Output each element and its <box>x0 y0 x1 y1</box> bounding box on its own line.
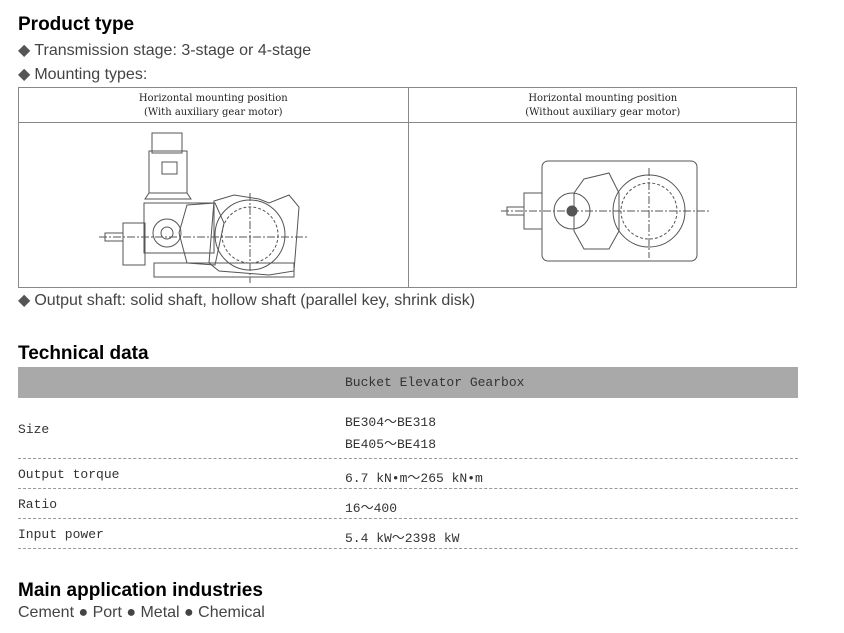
caption-subtitle: (With auxiliary gear motor) <box>143 107 283 118</box>
mounting-table: Horizontal mounting position (With auxili… <box>18 87 797 288</box>
divider <box>18 488 798 489</box>
bullet-transmission: ◆ Transmission stage: 3-stage or 4-stage <box>18 40 311 60</box>
row-label-size: Size <box>18 422 50 437</box>
gearbox-with-motor-drawing <box>99 132 309 283</box>
bullet-output-shaft: ◆ Output shaft: solid shaft, hollow shaft… <box>18 290 475 310</box>
industries-list: Cement ● Port ● Metal ● Chemical <box>18 604 265 621</box>
caption-subtitle: (Without auxiliary gear motor) <box>525 107 681 118</box>
header-product: Bucket Elevator Gearbox <box>345 375 525 390</box>
divider <box>18 518 798 519</box>
caption-title: Horizontal mounting position <box>528 93 678 104</box>
row-label-power: Input power <box>18 527 104 542</box>
bullet-text: Mounting types: <box>34 66 148 83</box>
diamond-icon: ◆ <box>18 292 31 309</box>
row-label-ratio: Ratio <box>18 497 58 512</box>
gearbox-without-motor-drawing <box>500 160 709 262</box>
caption-title: Horizontal mounting position <box>138 93 288 104</box>
mounting-with-motor: Horizontal mounting position (With auxili… <box>19 88 408 287</box>
bullet-mounting: ◆ Mounting types: <box>18 64 147 84</box>
mounting-without-motor: Horizontal mounting position (Without aux… <box>407 88 798 287</box>
torque-value: 6.7 kN•m～265 kN•m <box>345 471 483 486</box>
size-value-2: BE405～BE418 <box>345 437 437 452</box>
power-value: 5.4 kW～2398 kW <box>345 531 460 546</box>
row-label-torque: Output torque <box>18 467 120 482</box>
product-type-title: Product type <box>18 14 135 35</box>
industries-title: Main application industries <box>18 580 263 601</box>
divider <box>18 458 798 459</box>
table-header <box>18 367 798 398</box>
divider <box>18 548 798 549</box>
bullet-text: Output shaft: solid shaft, hollow shaft … <box>34 292 476 309</box>
ratio-value: 16～400 <box>345 501 398 516</box>
diamond-icon: ◆ <box>18 42 31 59</box>
diamond-icon: ◆ <box>18 66 31 83</box>
technical-data-title: Technical data <box>18 343 149 364</box>
size-value-1: BE304～BE318 <box>345 415 437 430</box>
bullet-text: Transmission stage: 3-stage or 4-stage <box>34 42 312 59</box>
